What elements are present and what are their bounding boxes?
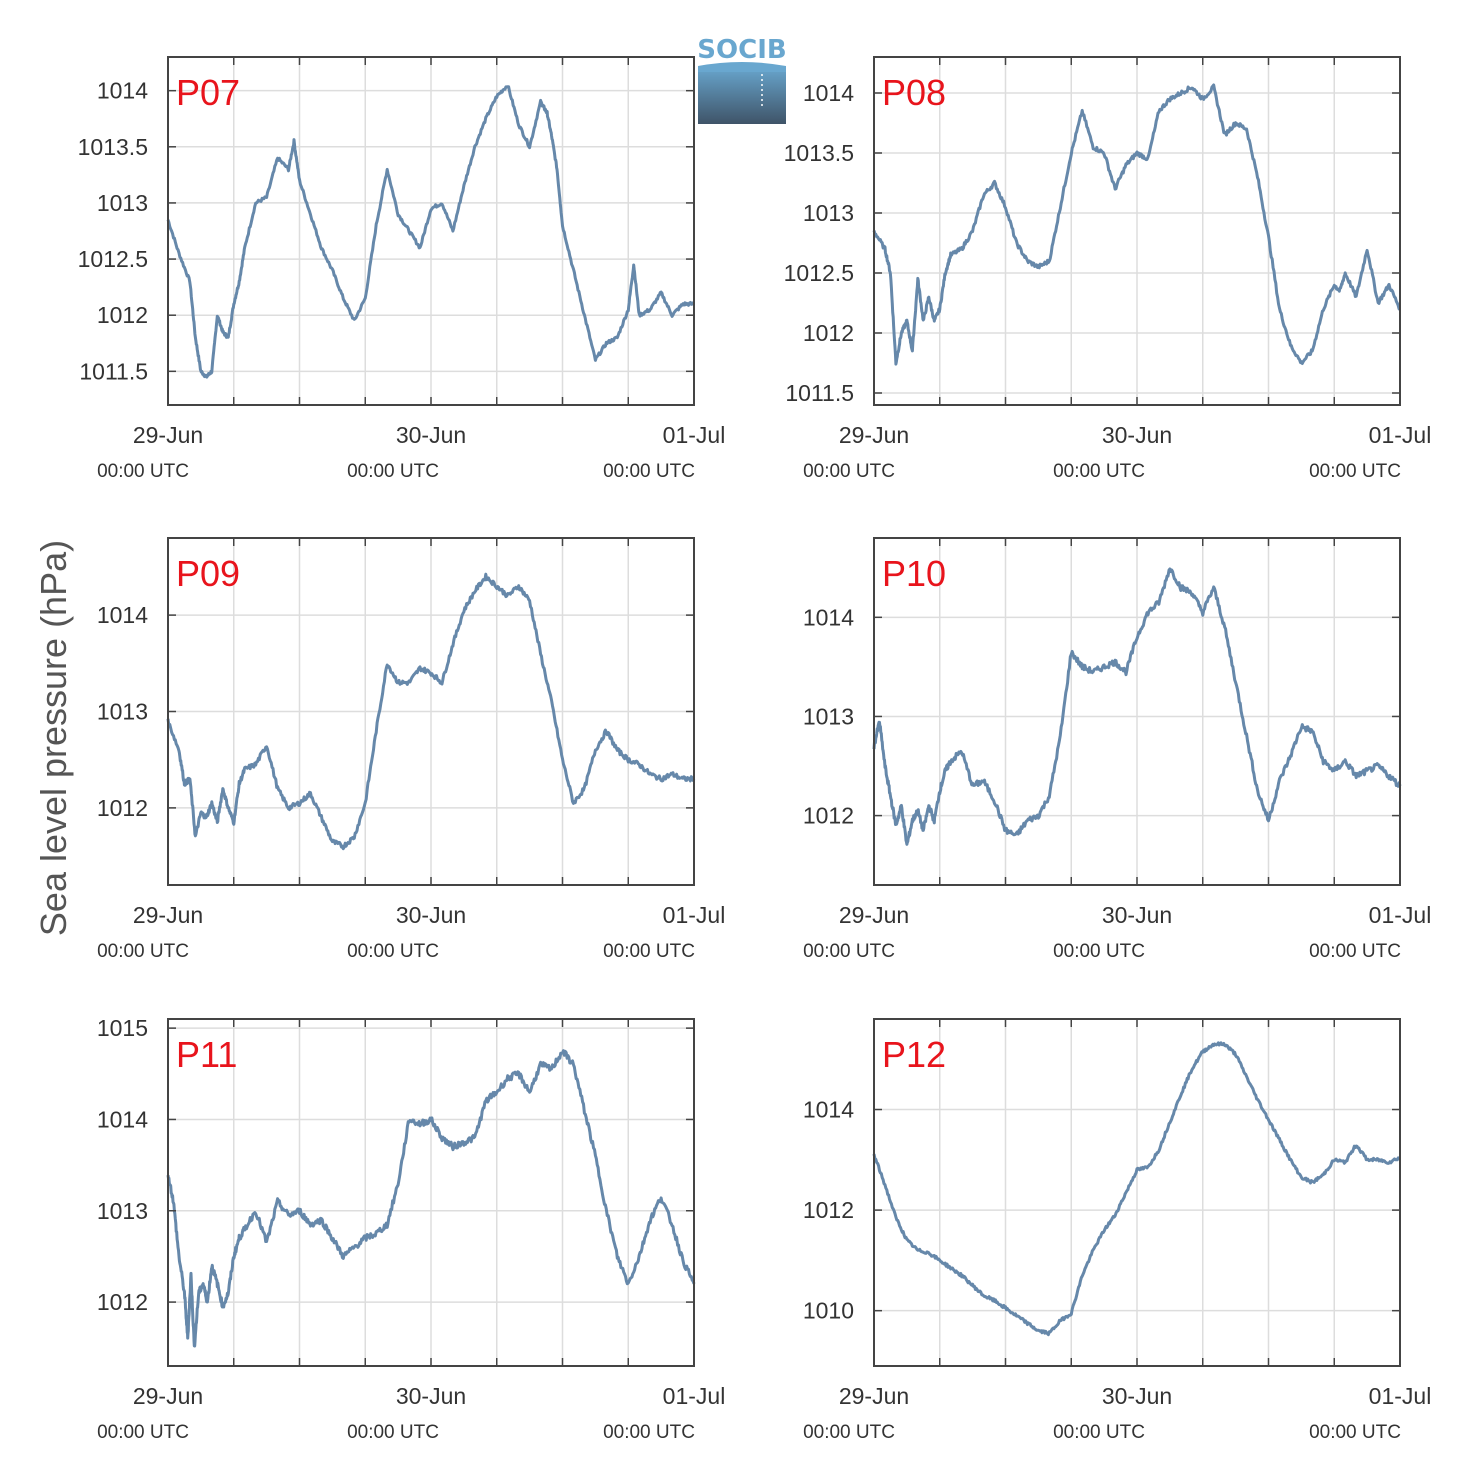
x-tick-sublabel: 00:00 UTC [347, 941, 439, 962]
x-tick-label: 01-Jul [1369, 1383, 1432, 1409]
x-tick-label: 30-Jun [1102, 422, 1172, 448]
panel-p10: 1012 1013 1014 29-Jun 00:00 UTC 30-Jun 00:00 U… [803, 537, 1432, 962]
x-tick-sublabel: 00:00 UTC [1053, 461, 1145, 482]
y-tick-label: 1011.5 [785, 380, 854, 406]
x-tick-label: 29-Jun [133, 1383, 203, 1409]
series-line-p07 [166, 85, 695, 379]
y-tick-label: 1012 [97, 795, 148, 821]
x-tick-label: 01-Jul [663, 1383, 726, 1409]
panel-p09: 1012 1013 1014 29-Jun 00:00 UTC 30-Jun 00:00 U… [97, 537, 726, 962]
series-line-p12 [872, 1041, 1402, 1337]
y-tick-label: 1013.5 [78, 134, 148, 160]
x-tick-sublabel: 00:00 UTC [803, 461, 895, 482]
panel-label: P09 [176, 553, 240, 594]
y-tick-label: 1012 [97, 1289, 148, 1315]
y-tick-label: 1013 [97, 699, 148, 725]
logo-text: SOCIB [697, 35, 786, 65]
x-tick-label: 29-Jun [839, 422, 909, 448]
y-tick-label: 1013 [803, 200, 854, 226]
x-tick-label: 30-Jun [396, 1383, 466, 1409]
y-tick-label: 1012 [97, 302, 148, 328]
x-tick-sublabel: 00:00 UTC [603, 941, 695, 962]
x-tick-sublabel: 00:00 UTC [1309, 941, 1401, 962]
y-tick-label: 1014 [803, 80, 854, 106]
y-tick-label: 1015 [97, 1015, 148, 1041]
panel-p12: 1010 1012 1014 29-Jun 00:00 UTC 30-Jun 00:00 U… [803, 1018, 1432, 1443]
x-tick-sublabel: 00:00 UTC [347, 461, 439, 482]
x-tick-label: 01-Jul [663, 902, 726, 928]
x-tick-sublabel: 00:00 UTC [97, 461, 189, 482]
y-tick-label: 1012.5 [784, 260, 854, 286]
x-tick-label: 29-Jun [839, 1383, 909, 1409]
x-tick-sublabel: 00:00 UTC [1053, 1422, 1145, 1443]
x-tick-label: 30-Jun [1102, 1383, 1172, 1409]
series-line-p09 [166, 572, 696, 851]
series-line-p11 [166, 1049, 696, 1348]
x-tick-sublabel: 00:00 UTC [347, 1422, 439, 1443]
panel-label: P08 [882, 72, 946, 113]
series-line-p08 [872, 83, 1401, 366]
panel-p07: 1011.5 1012 1012.5 1013 1013.5 1014 29-Jun 00:0… [78, 56, 726, 482]
x-tick-label: 30-Jun [1102, 902, 1172, 928]
x-tick-sublabel: 00:00 UTC [1309, 461, 1401, 482]
x-tick-sublabel: 00:00 UTC [97, 1422, 189, 1443]
x-tick-label: 29-Jun [133, 902, 203, 928]
logo-wave [698, 62, 786, 72]
y-tick-label: 1014 [97, 1106, 148, 1132]
y-tick-label: 1012 [803, 320, 854, 346]
y-axis-label: Sea level pressure (hPa) [33, 540, 74, 936]
panel-label: P11 [176, 1034, 237, 1075]
y-tick-label: 1013 [97, 1198, 148, 1224]
x-tick-sublabel: 00:00 UTC [97, 941, 189, 962]
y-tick-label: 1014 [803, 1097, 854, 1123]
panel-label: P10 [882, 553, 946, 594]
x-tick-label: 01-Jul [663, 422, 726, 448]
y-tick-label: 1013 [803, 703, 854, 729]
x-tick-label: 30-Jun [396, 902, 466, 928]
y-tick-label: 1014 [803, 604, 854, 630]
panel-p11: 1012 1013 1014 1015 29-Jun 00:00 UTC 30-Jun 00:… [97, 1015, 726, 1443]
y-tick-label: 1013 [97, 190, 148, 216]
y-tick-label: 1012.5 [78, 246, 148, 272]
x-tick-sublabel: 00:00 UTC [1309, 1422, 1401, 1443]
y-tick-label: 1013.5 [784, 140, 854, 166]
socib-logo: SOCIB [697, 35, 787, 124]
panel-p08: 1011.5 1012 1012.5 1013 1013.5 1014 29-Jun 00:0… [784, 56, 1432, 482]
y-tick-label: 1014 [97, 78, 148, 104]
x-tick-label: 01-Jul [1369, 902, 1432, 928]
x-tick-sublabel: 00:00 UTC [803, 1422, 895, 1443]
series-line-p10 [872, 567, 1402, 846]
y-tick-label: 1012 [803, 803, 854, 829]
y-tick-label: 1011.5 [79, 358, 148, 384]
logo-gradient [698, 66, 786, 124]
y-tick-label: 1010 [803, 1298, 854, 1324]
y-tick-label: 1012 [803, 1197, 854, 1223]
x-tick-sublabel: 00:00 UTC [1053, 941, 1145, 962]
y-tick-label: 1014 [97, 602, 148, 628]
x-tick-sublabel: 00:00 UTC [603, 1422, 695, 1443]
panel-label: P07 [176, 72, 240, 113]
panels: 1011.5 1012 1012.5 1013 1013.5 1014 29-Jun 00:0… [78, 56, 1432, 1443]
x-tick-sublabel: 00:00 UTC [803, 941, 895, 962]
x-tick-label: 01-Jul [1369, 422, 1432, 448]
x-tick-label: 30-Jun [396, 422, 466, 448]
x-tick-sublabel: 00:00 UTC [603, 461, 695, 482]
panel-label: P12 [882, 1034, 946, 1075]
x-tick-label: 29-Jun [133, 422, 203, 448]
x-tick-label: 29-Jun [839, 902, 909, 928]
